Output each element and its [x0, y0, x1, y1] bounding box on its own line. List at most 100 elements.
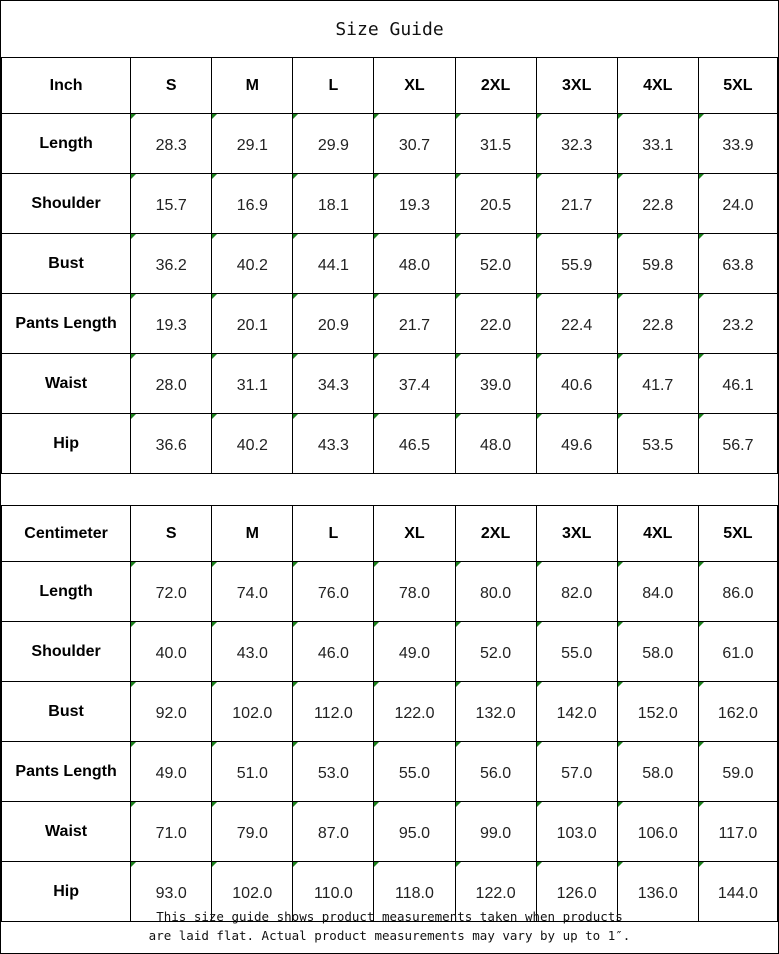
unit-header: Centimeter	[0, 505, 132, 562]
measurement-cell: 40.6	[535, 353, 618, 414]
measurement-cell: 53.5	[616, 413, 699, 474]
row-label: Hip	[0, 413, 132, 474]
measurement-cell: 31.1	[211, 353, 294, 414]
measurement-cell: 33.9	[697, 113, 779, 174]
measurement-cell: 142.0	[535, 681, 618, 742]
measurement-cell: 106.0	[616, 801, 699, 862]
footer-note: This size guide shows product measuremen…	[1, 898, 778, 954]
size-header-xl: XL	[373, 505, 456, 562]
measurement-cell: 33.1	[616, 113, 699, 174]
row-label: Shoulder	[0, 621, 132, 682]
measurement-cell: 29.1	[211, 113, 294, 174]
measurement-cell: 55.9	[535, 233, 618, 294]
table-row: Shoulder 15.7 16.9 18.1 19.3 20.5 21.7 22.8 24.0	[0, 173, 779, 234]
measurement-cell: 84.0	[616, 561, 699, 622]
measurement-cell: 37.4	[373, 353, 456, 414]
footer-line-2: are laid flat. Actual product measuremen…	[148, 928, 631, 943]
measurement-cell: 40.2	[211, 413, 294, 474]
measurement-cell: 48.0	[454, 413, 537, 474]
measurement-cell: 19.3	[130, 293, 213, 354]
row-label: Bust	[0, 681, 132, 742]
measurement-cell: 86.0	[697, 561, 779, 622]
measurement-cell: 36.6	[130, 413, 213, 474]
measurement-cell: 43.3	[292, 413, 375, 474]
measurement-cell: 20.5	[454, 173, 537, 234]
size-header-l: L	[292, 57, 375, 114]
table-row: Bust 36.2 40.2 44.1 48.0 52.0 55.9 59.8 63.8	[0, 233, 779, 294]
measurement-cell: 162.0	[697, 681, 779, 742]
measurement-cell: 51.0	[211, 741, 294, 802]
measurement-cell: 56.7	[697, 413, 779, 474]
measurement-cell: 76.0	[292, 561, 375, 622]
measurement-cell: 55.0	[373, 741, 456, 802]
measurement-cell: 112.0	[292, 681, 375, 742]
table-row: Waist 28.0 31.1 34.3 37.4 39.0 40.6 41.7 46.1	[0, 353, 779, 414]
measurement-cell: 20.9	[292, 293, 375, 354]
footer-line-1: This size guide shows product measuremen…	[156, 909, 623, 924]
measurement-cell: 46.1	[697, 353, 779, 414]
row-label: Hip	[0, 861, 132, 922]
measurement-cell: 46.5	[373, 413, 456, 474]
measurement-cell: 110.0	[292, 861, 375, 922]
measurement-cell: 144.0	[697, 861, 779, 922]
measurement-cell: 36.2	[130, 233, 213, 294]
measurement-cell: 56.0	[454, 741, 537, 802]
unit-header: Inch	[0, 57, 132, 114]
measurement-cell: 21.7	[535, 173, 618, 234]
table-spacer	[1, 449, 778, 505]
measurement-cell: 117.0	[697, 801, 779, 862]
measurement-cell: 20.1	[211, 293, 294, 354]
row-label: Length	[0, 113, 132, 174]
row-label: Pants Length	[0, 741, 132, 802]
measurement-cell: 82.0	[535, 561, 618, 622]
table-row: Bust 92.0 102.0 112.0 122.0 132.0 142.0 152.0 16…	[0, 681, 779, 742]
header-row: Inch S M L XL 2XL 3XL 4XL 5XL	[0, 57, 779, 114]
inch-size-table: Inch S M L XL 2XL 3XL 4XL 5XL Length 28.3 29.1 29.9 3…	[0, 57, 779, 474]
measurement-cell: 18.1	[292, 173, 375, 234]
measurement-cell: 102.0	[211, 681, 294, 742]
measurement-cell: 32.3	[535, 113, 618, 174]
measurement-cell: 43.0	[211, 621, 294, 682]
measurement-cell: 118.0	[373, 861, 456, 922]
measurement-cell: 74.0	[211, 561, 294, 622]
measurement-cell: 53.0	[292, 741, 375, 802]
measurement-cell: 21.7	[373, 293, 456, 354]
size-header-3xl: 3XL	[535, 505, 618, 562]
size-header-m: M	[211, 505, 294, 562]
measurement-cell: 46.0	[292, 621, 375, 682]
table-row: Shoulder 40.0 43.0 46.0 49.0 52.0 55.0 58.0 61.0	[0, 621, 779, 682]
measurement-cell: 152.0	[616, 681, 699, 742]
row-label: Shoulder	[0, 173, 132, 234]
size-header-4xl: 4XL	[616, 57, 699, 114]
table-row: Length 72.0 74.0 76.0 78.0 80.0 82.0 84.0 86.0	[0, 561, 779, 622]
measurement-cell: 92.0	[130, 681, 213, 742]
size-header-2xl: 2XL	[454, 505, 537, 562]
measurement-cell: 58.0	[616, 741, 699, 802]
measurement-cell: 57.0	[535, 741, 618, 802]
measurement-cell: 19.3	[373, 173, 456, 234]
centimeter-size-table: Centimeter S M L XL 2XL 3XL 4XL 5XL Length 72.0 74.…	[0, 505, 779, 922]
measurement-cell: 29.9	[292, 113, 375, 174]
measurement-cell: 59.8	[616, 233, 699, 294]
measurement-cell: 63.8	[697, 233, 779, 294]
measurement-cell: 49.0	[130, 741, 213, 802]
measurement-cell: 41.7	[616, 353, 699, 414]
measurement-cell: 22.0	[454, 293, 537, 354]
measurement-cell: 16.9	[211, 173, 294, 234]
measurement-cell: 102.0	[211, 861, 294, 922]
measurement-cell: 58.0	[616, 621, 699, 682]
row-label: Length	[0, 561, 132, 622]
table-row: Pants Length 49.0 51.0 53.0 55.0 56.0 57.0 58.0…	[0, 741, 779, 802]
size-header-l: L	[292, 505, 375, 562]
measurement-cell: 49.0	[373, 621, 456, 682]
size-header-xl: XL	[373, 57, 456, 114]
measurement-cell: 99.0	[454, 801, 537, 862]
row-label: Bust	[0, 233, 132, 294]
measurement-cell: 40.0	[130, 621, 213, 682]
page-title: Size Guide	[1, 1, 778, 58]
size-header-5xl: 5XL	[697, 57, 779, 114]
size-header-4xl: 4XL	[616, 505, 699, 562]
measurement-cell: 122.0	[373, 681, 456, 742]
table-row: Waist 71.0 79.0 87.0 95.0 99.0 103.0 106.0 117.0	[0, 801, 779, 862]
